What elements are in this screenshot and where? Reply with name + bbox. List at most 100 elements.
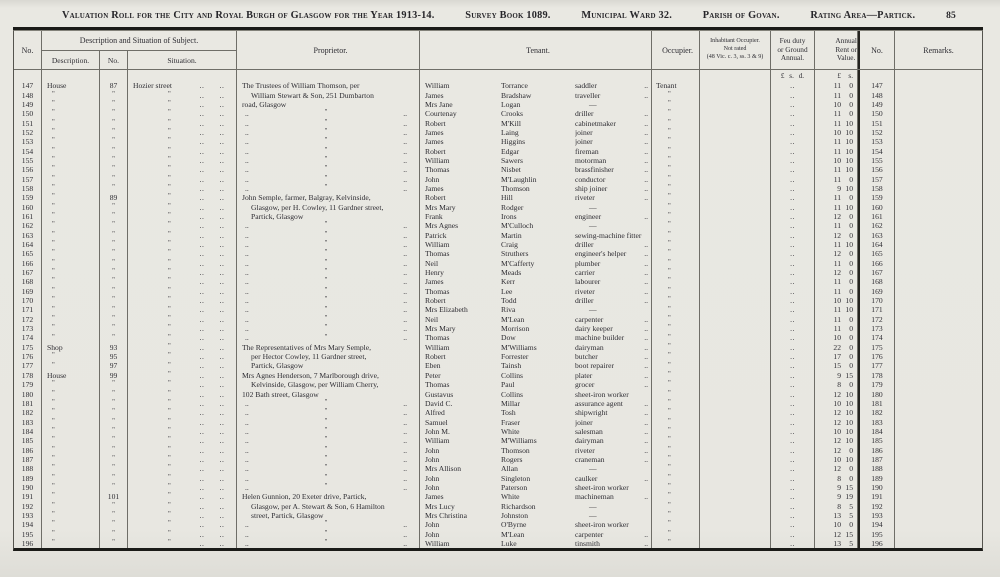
- tenant-first-name: John M.: [425, 426, 450, 436]
- rent-pounds: 10: [833, 296, 841, 306]
- row-number: 189: [871, 473, 883, 483]
- tenant-surname: M'Cafferty: [501, 258, 535, 268]
- dots-mark: ..: [403, 296, 407, 306]
- row-number: 173: [871, 324, 883, 334]
- row-number: 149: [871, 99, 883, 109]
- table-header: No. Description and Situation of Subject…: [14, 31, 982, 70]
- feu-duty-cell: ..: [771, 333, 815, 343]
- tenant-occupation: —: [589, 464, 597, 474]
- table-row: 149 " " ".... road, Glasgow Mrs Jane Logan — "..…: [14, 99, 982, 110]
- table-row: 163 " " "...... ".. Patrick Martin sewing-machi…: [14, 230, 982, 240]
- row-number: 187: [21, 454, 34, 464]
- street-no-cell: ": [100, 174, 128, 184]
- tenant-occupation: driller: [575, 296, 594, 306]
- dots-mark: ..: [644, 529, 648, 539]
- tenant-cell: Mrs Elizabeth Riva —: [420, 305, 652, 315]
- proprietor-cell: .. "..: [237, 529, 420, 539]
- description-cell: ": [42, 417, 100, 427]
- ditto-mark: ": [52, 286, 55, 294]
- dots-mark: ..: [790, 81, 795, 91]
- ditto-mark: ": [324, 230, 328, 238]
- header-description: Description.: [42, 51, 100, 69]
- street-no-text: 93: [109, 342, 118, 352]
- dots-mark: ..: [790, 426, 795, 436]
- dots-mark: ..: [403, 473, 407, 483]
- annual-rent-cell: 11 0: [815, 221, 858, 231]
- ditto-mark: ": [52, 529, 55, 537]
- dots-mark: ..: [790, 436, 795, 446]
- occupier-cell: ": [652, 408, 700, 418]
- rent-pounds: 10: [833, 99, 841, 109]
- municipal-ward-label: Municipal Ward 32.: [581, 10, 673, 21]
- dots-mark: ..: [644, 380, 648, 390]
- row-number: 192: [21, 501, 34, 511]
- row-no-right: 161: [858, 211, 895, 222]
- tenant-first-name: Thomas: [425, 165, 450, 175]
- proprietor-cell: Kelvinside, Glasgow, per William Cherry,: [237, 380, 420, 390]
- tenant-cell: John O'Byrne sheet-iron worker: [420, 520, 652, 530]
- feu-duty-cell: ..: [771, 295, 815, 306]
- ditto-mark: ": [668, 324, 671, 332]
- ditto-mark: ": [168, 268, 171, 276]
- feu-duty-cell: ..: [771, 127, 815, 138]
- tenant-surname: Millar: [501, 398, 520, 408]
- tenant-occupation: boot repairer: [575, 361, 615, 371]
- dots-mark: ..: [199, 296, 205, 306]
- street-no-cell: 89: [100, 193, 128, 203]
- dots-mark: ..: [219, 99, 225, 109]
- tenant-surname: Kerr: [501, 277, 515, 287]
- ditto-mark: ": [52, 193, 55, 201]
- feu-duty-cell: ..: [771, 492, 815, 502]
- survey-book-label: Survey Book 1089.: [465, 10, 551, 21]
- rent-pounds: 11: [833, 90, 841, 100]
- occupier-cell: ": [652, 137, 700, 147]
- proprietor-cell: .. "..: [237, 482, 420, 493]
- annual-rent-cell: 11 0: [815, 90, 858, 100]
- ditto-mark: ": [168, 156, 171, 164]
- description-cell: House: [42, 81, 100, 91]
- description-cell: ": [42, 305, 100, 315]
- occupier-cell: ": [652, 90, 700, 100]
- ditto-mark: ": [668, 529, 671, 537]
- dots-mark: ..: [790, 174, 795, 184]
- ditto-mark: ": [112, 333, 115, 341]
- row-number: 160: [21, 202, 34, 212]
- tenant-first-name: John: [425, 482, 440, 492]
- row-number: 151: [21, 118, 34, 128]
- proprietor-cell: .. "..: [237, 109, 420, 119]
- rent-pounds: 12: [833, 249, 841, 259]
- proprietor-cell: Glasgow, per A. Stewart & Son, 6 Hamilto…: [237, 501, 420, 511]
- row-no-left: 166: [14, 258, 42, 268]
- rent-shillings: 0: [849, 380, 853, 390]
- dots-mark: ..: [199, 417, 205, 427]
- ditto-mark: ": [112, 380, 115, 388]
- ditto-mark: ": [52, 539, 55, 547]
- tenant-cell: Henry Meads carrier..: [420, 267, 652, 278]
- ditto-mark: ": [168, 380, 171, 388]
- row-number: 194: [871, 520, 883, 530]
- annual-rent-cell: 11 10: [815, 305, 858, 315]
- tenant-occupation: sheet-iron worker: [575, 520, 629, 530]
- units-cell: [100, 70, 128, 81]
- dots-mark: ..: [644, 398, 648, 408]
- row-number: 167: [21, 268, 34, 278]
- description-cell: ": [42, 211, 100, 222]
- tenant-occupation: dairy keeper: [575, 324, 613, 334]
- ditto-mark: ": [112, 174, 115, 182]
- row-no-left: 148: [14, 90, 42, 100]
- annual-rent-cell: 11 0: [815, 193, 858, 203]
- dots-mark: ..: [790, 398, 795, 408]
- ditto-mark: ": [52, 305, 55, 313]
- remarks-cell: [895, 240, 982, 249]
- proprietor-cell: .. "..: [237, 174, 420, 184]
- feu-duty-cell: ..: [771, 90, 815, 100]
- row-number: 151: [871, 118, 883, 128]
- situation-cell: "....: [128, 267, 237, 278]
- occupier-cell: ": [652, 473, 700, 483]
- ditto-mark: ": [668, 137, 671, 145]
- proprietor-text: Partick, Glasgow: [251, 361, 304, 371]
- tenant-first-name: John: [425, 473, 440, 483]
- description-cell: ": [42, 408, 100, 418]
- ditto-mark: ": [668, 156, 671, 164]
- dots-mark: ..: [403, 426, 407, 436]
